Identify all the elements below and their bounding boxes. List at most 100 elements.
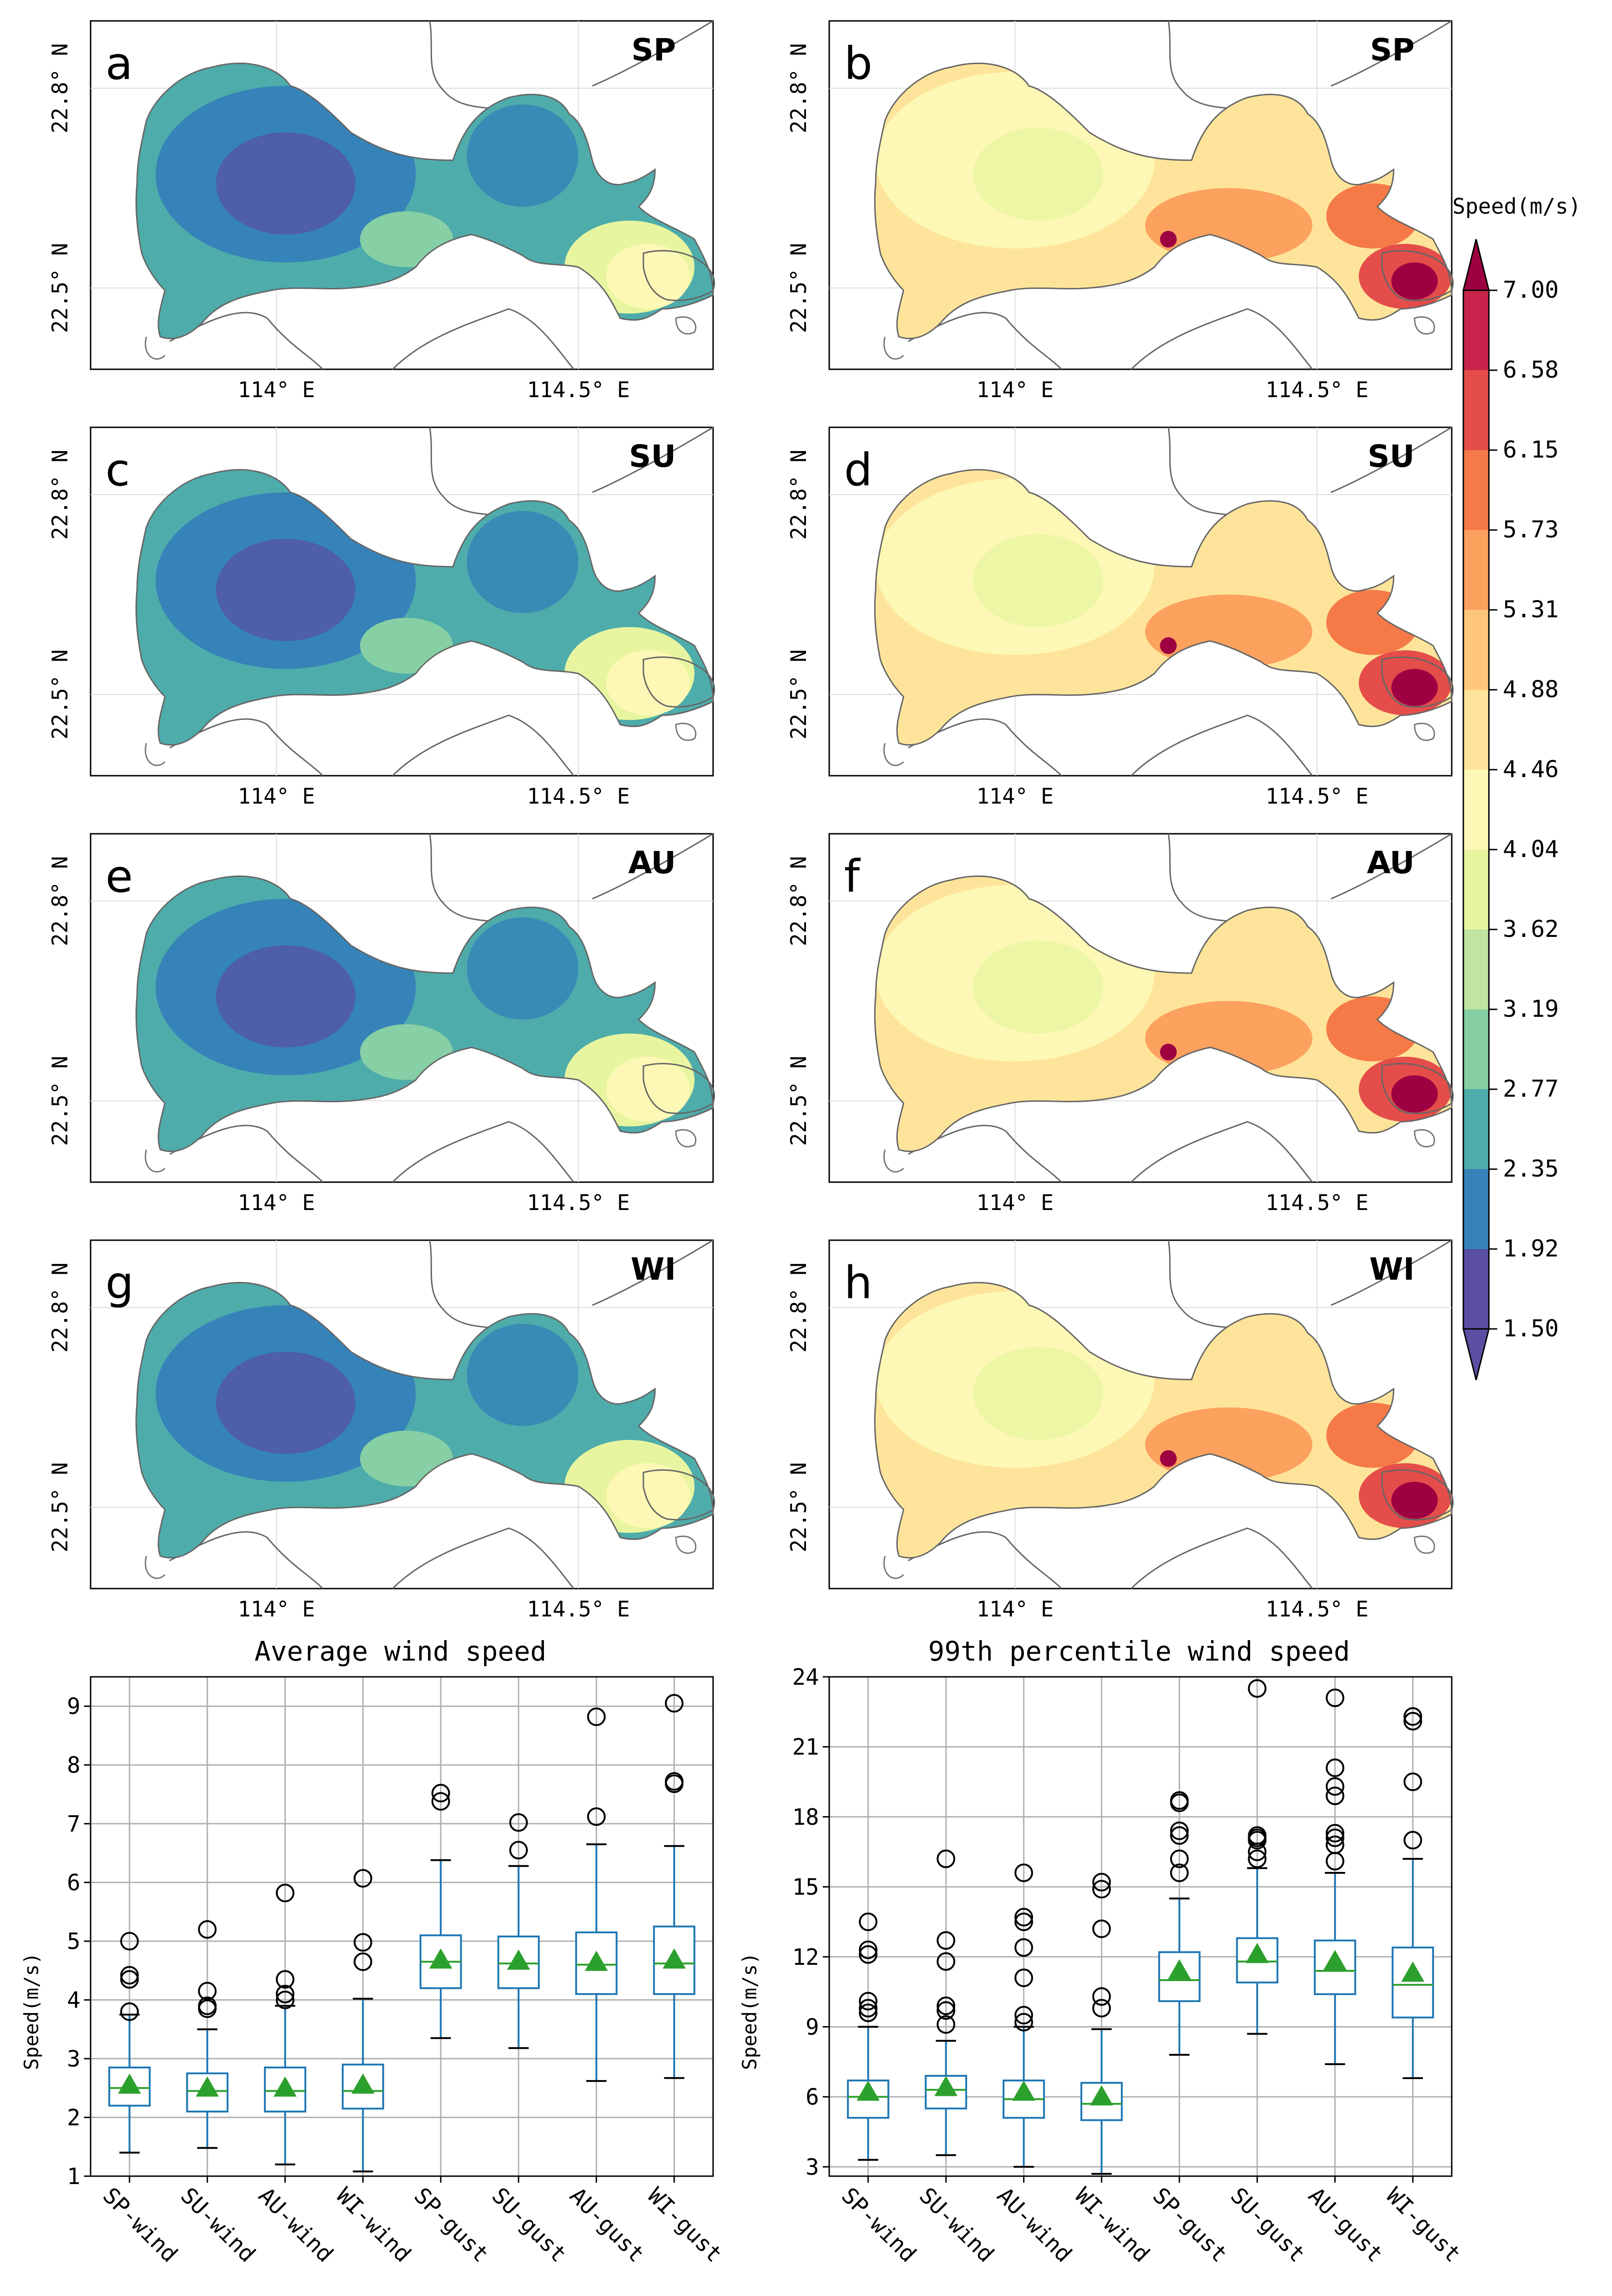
y-tick-label: 15	[792, 1874, 819, 1900]
box-WI-wind	[1080, 1873, 1123, 2175]
lon-label: 114° E	[238, 1190, 315, 1215]
flier-point	[1092, 1999, 1111, 2018]
x-tick-label: SP-wind	[98, 2183, 183, 2268]
flier-point	[120, 1966, 139, 1985]
colorbar-segment	[1463, 1169, 1489, 1249]
lat-label: 22.5° N	[47, 1462, 72, 1552]
island-outline	[883, 1129, 1435, 1173]
y-tick-label: 1	[67, 2164, 80, 2190]
flier-point	[1170, 1863, 1189, 1882]
map-panel-h: h WI 114° E 114.5° E 22.8° N 22.5° N	[786, 1239, 1454, 1622]
lowest-speed-zone	[216, 1352, 355, 1454]
flier-point	[1403, 1773, 1422, 1792]
colorbar-segment	[1463, 929, 1489, 1009]
island-outline	[883, 1535, 1435, 1579]
mean-marker	[662, 1948, 686, 1969]
peak-speed-zone	[1391, 669, 1438, 706]
peak-speed-zone	[1391, 1075, 1438, 1112]
flier-point	[1014, 1908, 1033, 1927]
mean-marker	[584, 1950, 608, 1971]
flier-point	[1170, 1821, 1189, 1840]
mean-marker	[1012, 2080, 1035, 2101]
lon-label: 114.5° E	[1265, 784, 1369, 809]
plot-frame	[828, 1676, 1453, 2177]
x-tick-label: WI-wind	[1070, 2183, 1155, 2268]
colorbar-segment	[1463, 1009, 1489, 1089]
y-tick-label: 6	[806, 2084, 819, 2110]
coastline	[169, 1527, 575, 1590]
flier-point	[354, 1952, 373, 1971]
y-tick-label: 8	[67, 1753, 80, 1779]
flier-point	[858, 1940, 878, 1959]
flier-point	[1014, 1863, 1033, 1882]
lon-label: 114° E	[976, 377, 1054, 402]
flier-point	[1325, 1786, 1344, 1805]
mean-marker	[351, 2073, 375, 2094]
season-label: AU	[1367, 845, 1415, 881]
chart-title: Average wind speed	[255, 1635, 547, 1667]
box-AU-wind	[1003, 1863, 1045, 2168]
colorbar-title: Speed(m/s)	[1453, 194, 1581, 219]
colorbar-tick-label: 4.88	[1503, 676, 1559, 703]
lowest-speed-zone	[973, 128, 1103, 221]
colorbar-tick-label: 3.19	[1503, 995, 1559, 1022]
flier-point	[1014, 1912, 1033, 1931]
coastline	[908, 308, 1313, 370]
mean-marker	[856, 2080, 880, 2101]
colorbar-tick-label: 6.58	[1503, 356, 1559, 383]
box-WI-wind	[341, 1869, 384, 2172]
box-AU-gust	[1314, 1688, 1356, 2065]
flier-point	[1325, 1828, 1344, 1847]
panel-letter-f: f	[844, 850, 861, 903]
colorbar-tick-label: 1.92	[1503, 1235, 1559, 1262]
colorbar-tick-label: 5.31	[1503, 596, 1559, 623]
flier-point	[1014, 1938, 1033, 1957]
colorbar-frame	[1462, 289, 1490, 1330]
island-outline	[144, 1535, 697, 1579]
box-SU-gust	[1236, 1679, 1278, 2035]
panel-letter-h: h	[844, 1257, 872, 1309]
mean-marker	[1090, 2085, 1114, 2106]
mean-marker	[507, 1949, 531, 1970]
season-label: SU	[1368, 438, 1415, 474]
flier-point	[937, 2001, 956, 2020]
flier-point	[587, 1707, 606, 1726]
box-AU-wind	[264, 1884, 307, 2165]
flier-point	[587, 1807, 606, 1826]
flier-point	[1170, 1826, 1189, 1845]
flier-point	[1248, 1849, 1267, 1868]
island-outline	[144, 722, 697, 766]
lat-label: 22.5° N	[47, 1056, 72, 1146]
lat-label: 22.5° N	[786, 1462, 811, 1552]
lat-label: 22.8° N	[47, 856, 72, 946]
lon-label: 114.5° E	[527, 377, 630, 402]
x-tick-label: SU-gust	[487, 2183, 572, 2268]
colorbar-extend-bottom	[1462, 1328, 1490, 1380]
x-tick-label: SP-gust	[1147, 2183, 1232, 2268]
flier-point	[1092, 1987, 1111, 2006]
colorbar-tick-label: 4.04	[1503, 836, 1559, 863]
colorbar-segments	[1462, 239, 1490, 1380]
box-SU-wind	[924, 1849, 967, 2156]
lat-label: 22.8° N	[47, 1262, 72, 1353]
flier-point	[1325, 1688, 1344, 1707]
flier-point	[275, 1984, 295, 2003]
mean-marker	[118, 2073, 141, 2094]
y-tick-label: 2	[67, 2105, 80, 2131]
box-SP-wind	[108, 1932, 151, 2154]
flier-point	[1092, 1873, 1111, 1892]
lat-label: 22.5° N	[786, 243, 811, 333]
colorbar: Speed(m/s) 7.00 6.58 6.15 5.73 5.31 4.88 4.46 4…	[1453, 194, 1581, 1380]
mean-marker	[934, 2076, 958, 2096]
lon-label: 114° E	[976, 1190, 1054, 1215]
flier-point	[198, 1920, 217, 1939]
season-label: SP	[631, 32, 676, 68]
flier-point	[1248, 1826, 1267, 1845]
x-tick-label: SU-gust	[1225, 2183, 1311, 2268]
flier-point	[937, 1996, 956, 2015]
colorbar-extend-top	[1462, 239, 1490, 291]
flier-point	[431, 1792, 450, 1811]
flier-point	[1092, 1880, 1111, 1899]
flier-point	[858, 1912, 878, 1931]
